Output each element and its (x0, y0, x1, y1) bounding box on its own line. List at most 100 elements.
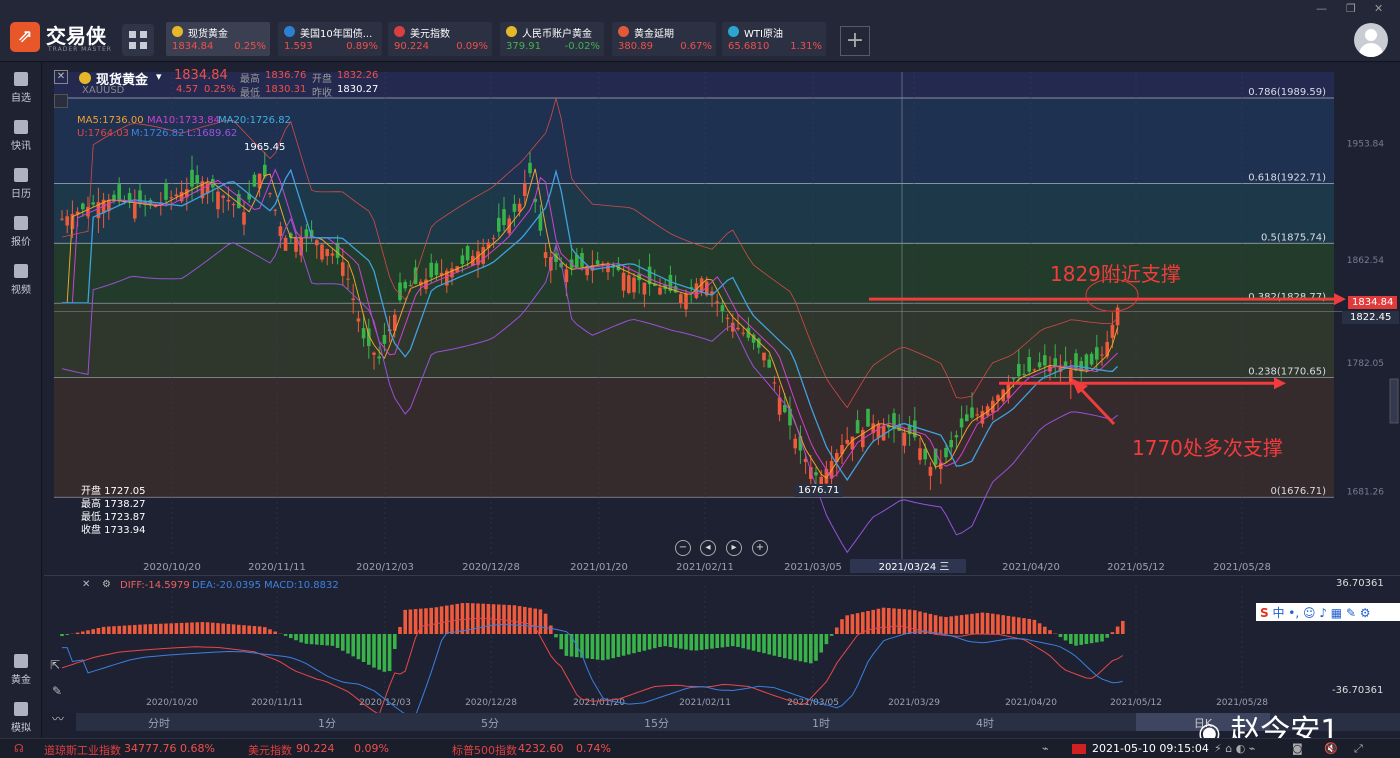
fib-label-5: 0(1676.71) (1270, 486, 1326, 497)
quote-card-2[interactable]: 美元指数 90.224 0.09% (388, 22, 492, 56)
toolbar-icons[interactable]: ⚡ ⌂ ◐ ⌁ (1214, 742, 1256, 755)
macd-bar (809, 634, 813, 664)
candlestick-chart[interactable]: 0.786(1989.59) 0.618(1922.71) 0.5(1875.74)… (44, 64, 1400, 574)
macd-bar (153, 623, 158, 634)
candle-body (746, 327, 751, 338)
clock: 2021-05-10 09:15:04 (1092, 742, 1209, 755)
nav-item-news[interactable]: 快讯 (0, 120, 42, 152)
macd-date-label: 2020/12/03 (359, 698, 411, 708)
zoom-out-button[interactable]: − (675, 540, 691, 556)
candle-body (928, 466, 933, 476)
candle-body (959, 418, 964, 428)
macd-chart[interactable]: 2020/10/20 2020/11/11 2020/12/03 2020/12/28… (44, 576, 1400, 719)
candle-body (439, 272, 444, 276)
macd-bar (221, 623, 225, 634)
timeframe-1min[interactable]: 1分 (318, 717, 336, 730)
candle-body (1095, 347, 1099, 360)
timeframe-1h[interactable]: 1时 (812, 717, 830, 730)
restore-icon[interactable]: ❐ (1346, 2, 1356, 15)
close-window-icon[interactable]: ✕ (1374, 2, 1384, 15)
quote-card-0[interactable]: 现货黄金 1834.84 0.25% (166, 22, 270, 56)
macd-bar (65, 634, 69, 635)
settings-icon[interactable]: ⚙ (102, 579, 111, 590)
expand-icon[interactable]: ⤢ (1354, 742, 1363, 755)
camera-icon[interactable]: ◙ (1292, 742, 1303, 755)
scroll-left-button[interactable]: ◂ (700, 540, 716, 556)
grid-menu-button[interactable] (122, 24, 154, 56)
pen-icon[interactable]: ✎ (52, 684, 63, 698)
candle-body (112, 194, 116, 201)
macd-bar (242, 625, 246, 634)
status-spx-name[interactable]: 标普500指数 (452, 744, 517, 757)
candle-body (1063, 361, 1068, 369)
timeframe-daily[interactable]: 日K (1136, 713, 1270, 731)
quote-card-5[interactable]: WTI原油 65.6810 1.31% (722, 22, 826, 56)
main-chart[interactable]: 0.786(1989.59) 0.618(1922.71) 0.5(1875.74)… (44, 64, 1400, 574)
macd-bar (918, 611, 922, 634)
macd-bar (226, 623, 231, 634)
candle-body (247, 193, 251, 200)
macd-value: MACD:10.8832 (264, 580, 339, 591)
candle-body (533, 198, 537, 202)
price-scroll-handle (1389, 378, 1399, 424)
macd-bar (569, 634, 574, 657)
macd-bar (1079, 634, 1083, 645)
annotation-circle (1085, 278, 1139, 312)
close-macd-icon[interactable]: ✕ (82, 579, 91, 590)
nav-item-gold[interactable]: 黄金 (0, 654, 42, 686)
macd-panel[interactable]: 2020/10/20 2020/11/11 2020/12/03 2020/12/28… (44, 575, 1400, 719)
close-chart-icon[interactable]: ✕ (54, 70, 68, 84)
status-dji-name[interactable]: 道琼斯工业指数 (44, 744, 121, 757)
quote-card-1[interactable]: 美国10年国债... 1.593 0.89% (278, 22, 382, 56)
macd-dea: DEA:-20.0395 (192, 580, 262, 591)
macd-bar (96, 628, 101, 634)
support-icon[interactable]: ☊ (14, 742, 24, 755)
candle-body (575, 254, 579, 268)
status-spx-value: 4232.60 (518, 742, 564, 755)
macd-bar (668, 634, 673, 648)
candle-body (517, 203, 522, 212)
nav-item-simulate[interactable]: 模拟 (0, 702, 42, 734)
add-quote-button[interactable]: + (840, 26, 870, 56)
signal-icon[interactable]: ⌁ (1042, 742, 1049, 755)
minimize-icon[interactable]: — (1316, 2, 1327, 15)
nav-item-video[interactable]: 视频 (0, 264, 42, 296)
candle-body (814, 472, 818, 476)
macd-bar (528, 607, 532, 634)
status-dxy-name[interactable]: 美元指数 (248, 744, 292, 757)
timeframe-15min[interactable]: 15分 (644, 717, 669, 730)
macd-bar (767, 634, 771, 655)
candle-body (200, 181, 205, 199)
timeframe-tick[interactable]: 分时 (148, 717, 170, 730)
candle-body (185, 189, 189, 198)
fib-band-4 (54, 303, 1334, 378)
draw-tool-icon[interactable] (54, 94, 68, 108)
zoom-in-button[interactable]: + (752, 540, 768, 556)
timeframe-5min[interactable]: 5分 (481, 717, 499, 730)
nav-item-watchlist[interactable]: 自选 (0, 72, 42, 104)
macd-bar (450, 604, 454, 634)
macd-bar (1043, 626, 1047, 634)
mute-icon[interactable]: 🔇 (1324, 742, 1338, 755)
nav-item-quotes[interactable]: 报价 (0, 216, 42, 248)
timeframe-4h[interactable]: 4时 (976, 717, 994, 730)
nav-item-calendar[interactable]: 日历 (0, 168, 42, 200)
quote-card-4[interactable]: 黄金延期 380.89 0.67% (612, 22, 716, 56)
scroll-right-button[interactable]: ▸ (726, 540, 742, 556)
candle-body (221, 195, 225, 198)
macd-bar (185, 622, 189, 634)
macd-bar (1105, 634, 1109, 638)
avatar[interactable] (1354, 23, 1388, 57)
indicator-icon[interactable]: 〰 (52, 712, 65, 726)
ohlc-close: 收盘 1733.94 (81, 525, 146, 536)
candle-body (840, 445, 844, 455)
ime-toolbar[interactable]: S 中 •, ☺ ♪ ▦ ✎ ⚙ (1256, 603, 1400, 621)
candle-body (751, 334, 756, 343)
scroll-top-icon[interactable]: ⇱ (50, 658, 61, 672)
quote-card-3[interactable]: 人民币账户黄金 379.91 -0.02% (500, 22, 604, 56)
status-dxy-value: 90.224 (296, 742, 335, 755)
symbol-name[interactable]: 现货黄金 (96, 73, 149, 88)
macd-bar (75, 632, 80, 634)
macd-bar (1121, 620, 1125, 634)
symbol-dropdown-icon[interactable]: ▾ (156, 70, 162, 83)
